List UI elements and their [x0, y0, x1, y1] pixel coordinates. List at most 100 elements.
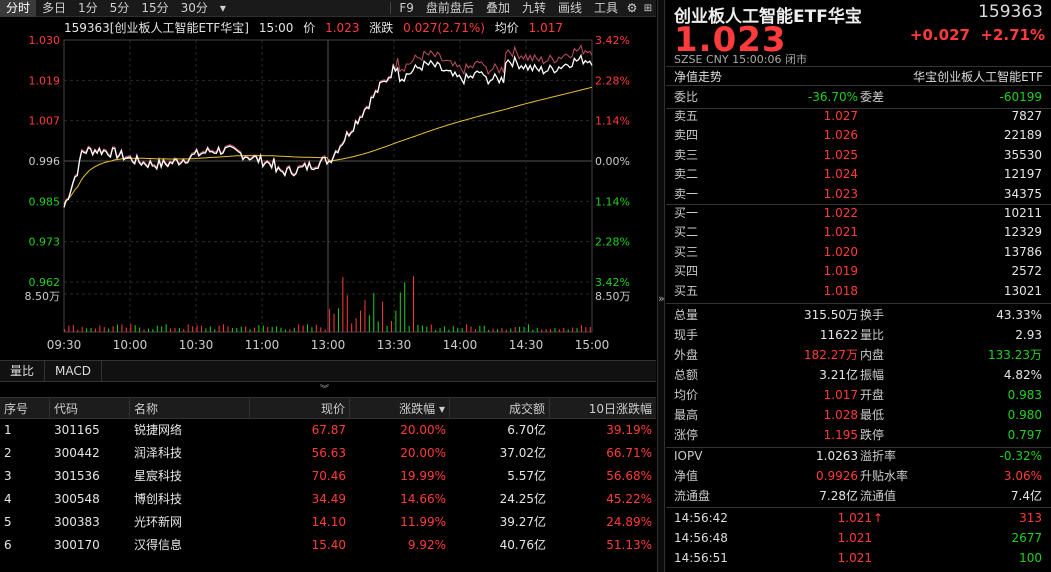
order-book-row[interactable]: 卖二 1.024 12197	[674, 165, 1044, 184]
level-volume: 10211	[1003, 206, 1042, 220]
volume-bar	[218, 325, 220, 332]
col-code[interactable]: 代码	[50, 398, 130, 418]
volume-bar	[373, 292, 375, 332]
volume-bar	[170, 328, 172, 332]
order-book-row[interactable]: 买二 1.021 12329	[674, 223, 1044, 242]
order-book-row[interactable]: 卖四 1.026 22189	[674, 126, 1044, 145]
y-left-tick: 0.973	[29, 236, 61, 249]
col-turnover[interactable]: 成交额	[450, 398, 550, 418]
volume-bar	[236, 327, 238, 332]
table-cell: 5.57亿	[507, 469, 546, 483]
y-right-tick: 1.14%	[595, 195, 630, 208]
col-price[interactable]: 现价	[250, 398, 350, 418]
volume-bar	[333, 313, 335, 332]
volume-tick-left: 8.50万	[25, 290, 61, 303]
tab-intraday[interactable]: 分时	[0, 0, 37, 17]
level-label: 买一	[674, 206, 699, 220]
table-cell: 6.70亿	[507, 423, 546, 437]
table-row[interactable]: 4 300548 博创科技 34.49 14.66% 24.25亿 45.22%	[0, 488, 656, 511]
tick-row: 14:56:48 1.021 2677	[674, 529, 1044, 548]
x-tick: 13:30	[377, 338, 412, 352]
table-cell: 300170	[54, 538, 100, 552]
volume-bar	[298, 324, 300, 332]
stat-label: 溢折率	[860, 449, 897, 463]
quote-code: 159363	[978, 2, 1043, 22]
chart-frame	[63, 39, 593, 333]
order-book-row[interactable]: 卖三 1.025 35530	[674, 146, 1044, 165]
tab-1min[interactable]: 1分	[78, 0, 98, 15]
tick-volume: 2677	[1011, 531, 1042, 545]
tab-5min[interactable]: 5分	[109, 0, 130, 15]
f9-button[interactable]: F9	[399, 0, 414, 15]
nav-trend-link[interactable]: 净值走势	[674, 69, 723, 84]
tools-button[interactable]: 工具	[593, 0, 618, 15]
stat-row: 涨停 1.195 跌停 0.797	[674, 426, 1044, 445]
volume-bar	[404, 282, 406, 332]
order-book-row[interactable]: 买三 1.020 13786	[674, 243, 1044, 262]
table-row[interactable]: 5 300383 光环新网 14.10 11.99% 39.27亿 24.89%	[0, 511, 656, 534]
table-row[interactable]: 6 300170 汉得信息 15.40 9.92% 40.76亿 51.13%	[0, 534, 656, 557]
volume-bar	[108, 328, 110, 332]
stat-label: 最高	[674, 408, 699, 422]
nine-turn-button[interactable]: 九转	[521, 0, 546, 15]
stat-row: IOPV 1.0263 溢折率 -0.32%	[674, 447, 1044, 466]
stat-row: 现手 11622 量比 2.93	[674, 326, 1044, 345]
panel-divider[interactable]: »	[657, 0, 665, 572]
volume-bar	[280, 327, 282, 332]
y-left-tick: 0.962	[29, 276, 61, 289]
order-book-row[interactable]: 买四 1.019 2572	[674, 262, 1044, 281]
stat-label: 总额	[674, 368, 699, 382]
table-cell: 博创科技	[134, 492, 183, 506]
tab-15min[interactable]: 15分	[141, 0, 169, 15]
nav-bar: 净值走势 华宝创业板人工智能ETF	[666, 66, 1051, 86]
expand-arrow-icon[interactable]: »	[658, 292, 665, 305]
col-change-pct[interactable]: 涨跌幅 ▾	[350, 398, 450, 418]
double-chevron-down-icon[interactable]: ︾	[320, 385, 330, 395]
chart-canvas[interactable]: 1.030 3.42% 1.019 2.28% 1.007 1.14% 0.996 0.00%…	[0, 32, 656, 358]
table-cell: 39.19%	[606, 423, 652, 437]
tick-time: 14:56:48	[674, 531, 728, 545]
volume-bar	[134, 325, 136, 332]
level-price: 1.021	[823, 225, 858, 240]
order-book-row[interactable]: 买一 1.022 10211	[674, 204, 1044, 223]
level-price: 1.018	[823, 283, 858, 298]
price-line	[63, 53, 593, 208]
intraday-chart[interactable]: 1.030 3.42% 1.019 2.28% 1.007 1.14% 0.996 0.00%…	[0, 32, 656, 358]
overlay-button[interactable]: 叠加	[485, 0, 510, 15]
x-tick: 15:00	[575, 338, 610, 352]
table-row[interactable]: 3 301536 星宸科技 70.46 19.99% 5.57亿 56.68%	[0, 465, 656, 488]
tick-row: 14:56:51 1.021 100	[674, 549, 1044, 568]
table-row[interactable]: 1 301165 锐捷网络 67.87 20.00% 6.70亿 39.19%	[0, 419, 656, 442]
order-book-row[interactable]: 卖一 1.023 34375	[674, 185, 1044, 204]
volume-bar	[413, 276, 415, 332]
settings-gear-icon[interactable]: ⚙	[626, 1, 638, 15]
y-left-tick: 0.985	[29, 195, 61, 208]
tab-30min[interactable]: 30分	[180, 0, 208, 15]
stat-value: 1.017	[823, 388, 858, 402]
y-left-tick: 1.030	[29, 34, 61, 47]
quote-change: +0.027 +2.71%	[910, 26, 1045, 44]
info-avg: 1.017	[528, 21, 563, 35]
volume-bar	[510, 328, 512, 332]
stat-label: IOPV	[674, 449, 703, 463]
windows-logo-icon[interactable]: ⊞	[643, 2, 653, 14]
table-cell: 15.40	[311, 538, 346, 552]
col-name[interactable]: 名称	[130, 398, 250, 418]
period-dropdown-icon[interactable]: ▾	[219, 0, 226, 15]
table-cell: 9.92%	[407, 538, 446, 552]
tab-macd[interactable]: MACD	[45, 360, 102, 382]
tab-multiday[interactable]: 多日	[42, 0, 67, 15]
order-book-row[interactable]: 买五 1.018 13021	[674, 282, 1044, 301]
table-row[interactable]: 2 300442 润泽科技 56.63 20.00% 37.02亿 66.71%	[0, 442, 656, 465]
col-10day-change[interactable]: 10日涨跌幅	[588, 402, 652, 416]
stat-label: 流通盘	[674, 489, 711, 503]
order-book-row[interactable]: 卖五 1.027 7827	[674, 107, 1044, 126]
volume-bar	[550, 329, 552, 332]
table-cell: 锐捷网络	[134, 423, 183, 437]
tab-volume-ratio[interactable]: 量比	[0, 360, 46, 382]
volume-bar	[117, 324, 119, 332]
col-index[interactable]: 序号	[0, 398, 50, 418]
draw-line-button[interactable]: 画线	[557, 0, 582, 15]
premarket-button[interactable]: 盘前盘后	[425, 0, 474, 15]
info-time: 15:00	[258, 21, 294, 35]
